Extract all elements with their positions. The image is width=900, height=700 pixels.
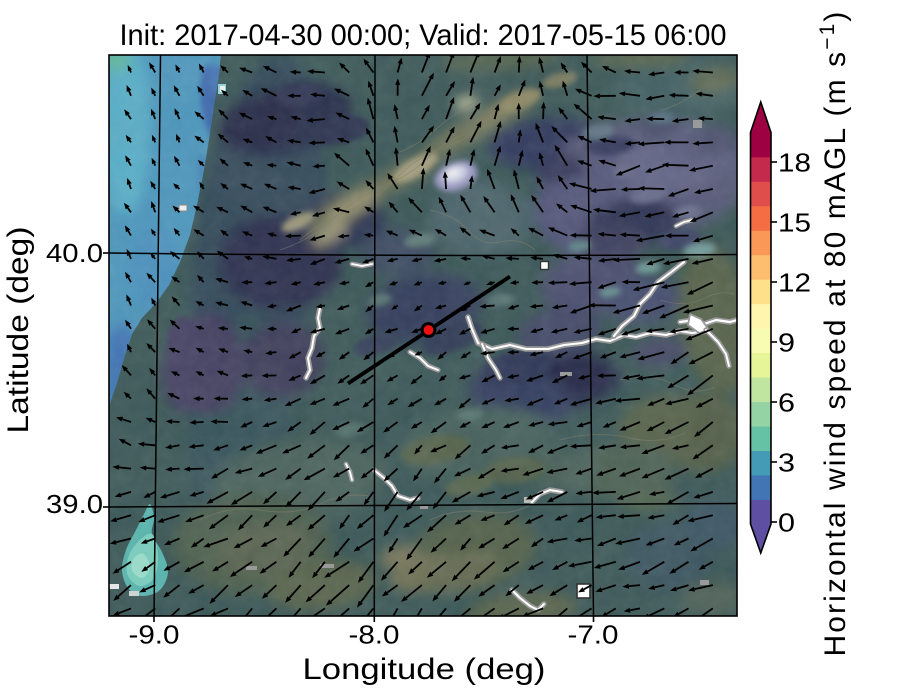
svg-text:15: 15 [778,208,811,238]
svg-text:0: 0 [778,508,795,538]
svg-text:Latitude (deg): Latitude (deg) [2,227,35,434]
svg-text:Longitude (deg): Longitude (deg) [303,653,546,686]
svg-text:6: 6 [778,388,795,418]
svg-text:-7.0: -7.0 [568,620,619,650]
svg-text:12: 12 [778,268,811,298]
svg-text:Horizontal wind speed at 80 mA: Horizontal wind speed at 80 mAGL (m s−1) [816,9,852,656]
svg-text:9: 9 [778,328,795,358]
svg-text:-9.0: -9.0 [129,620,180,650]
svg-text:40.0: 40.0 [46,238,103,268]
svg-text:18: 18 [778,148,811,178]
svg-text:3: 3 [778,448,795,478]
svg-text:39.0: 39.0 [46,489,103,519]
svg-text:Init: 2017-04-30 00:00; Valid:: Init: 2017-04-30 00:00; Valid: 2017-05-1… [120,19,727,52]
svg-text:-8.0: -8.0 [349,620,400,650]
